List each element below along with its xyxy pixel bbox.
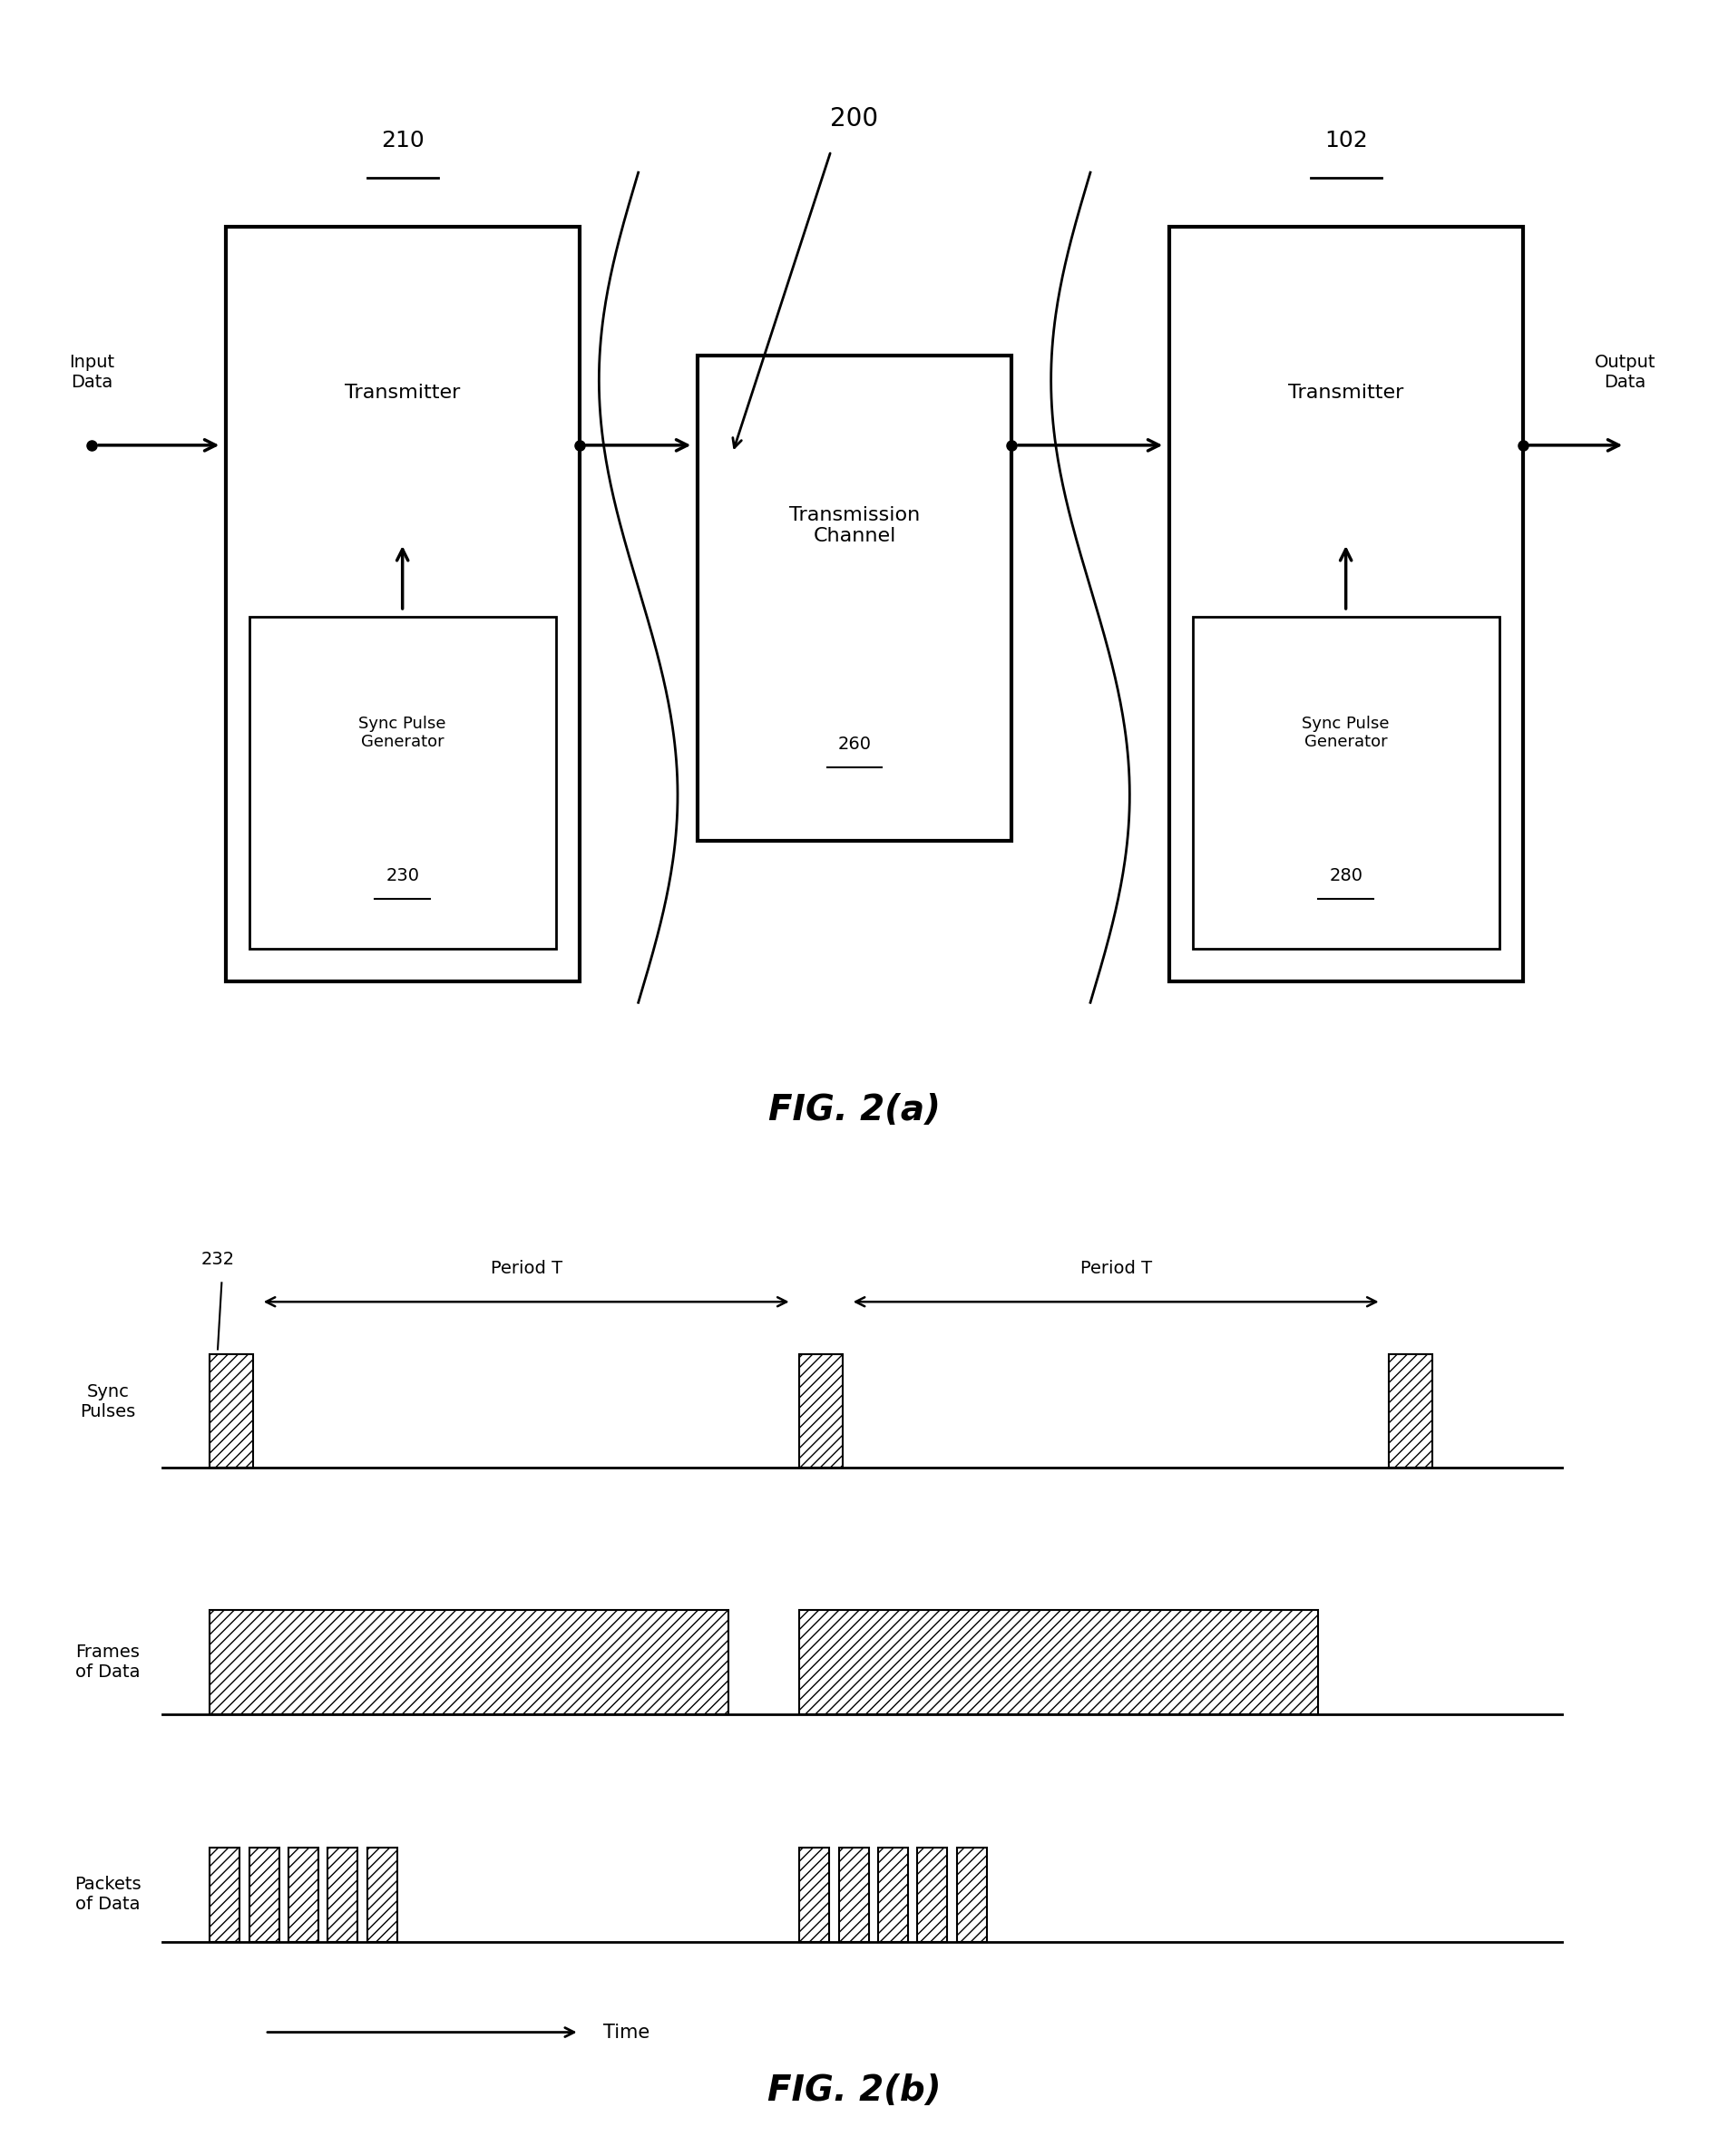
Text: Sync
Pulses: Sync Pulses: [80, 1382, 135, 1421]
Text: Transmission
Channel: Transmission Channel: [790, 507, 919, 545]
Bar: [1169, 226, 1523, 981]
Text: 280: 280: [1330, 867, 1362, 884]
Text: 200: 200: [831, 106, 878, 132]
Text: FIG. 2(b): FIG. 2(b): [767, 2074, 942, 2109]
Text: Input
Data: Input Data: [68, 354, 115, 392]
Bar: [1193, 617, 1499, 949]
Text: Packets
of Data: Packets of Data: [73, 1876, 142, 1912]
Bar: [800, 1354, 843, 1468]
Text: 232: 232: [202, 1250, 234, 1268]
Text: Frames
of Data: Frames of Data: [75, 1643, 140, 1682]
Text: Sync Pulse
Generator: Sync Pulse Generator: [359, 716, 446, 750]
Bar: [250, 617, 555, 949]
Text: 102: 102: [1324, 129, 1367, 151]
Bar: [226, 226, 579, 981]
Text: Transmitter: Transmitter: [345, 384, 460, 401]
Bar: [210, 1354, 253, 1468]
Bar: [878, 1848, 907, 1943]
Bar: [800, 1848, 829, 1943]
Text: Period T: Period T: [490, 1259, 562, 1276]
Text: Output
Data: Output Data: [1594, 354, 1656, 392]
Bar: [250, 1848, 279, 1943]
Text: 260: 260: [837, 735, 872, 752]
Bar: [957, 1848, 986, 1943]
Text: Period T: Period T: [1080, 1259, 1152, 1276]
Text: Sync Pulse
Generator: Sync Pulse Generator: [1302, 716, 1389, 750]
Bar: [289, 1848, 318, 1943]
Text: 230: 230: [386, 867, 419, 884]
Text: Transmitter: Transmitter: [1289, 384, 1403, 401]
Text: 210: 210: [381, 129, 424, 151]
Bar: [210, 1611, 728, 1714]
Bar: [839, 1848, 868, 1943]
Bar: [210, 1848, 239, 1943]
Bar: [697, 356, 1012, 841]
Bar: [1389, 1354, 1432, 1468]
Text: Time: Time: [603, 2022, 649, 2042]
Bar: [800, 1611, 1318, 1714]
Bar: [918, 1848, 947, 1943]
Bar: [328, 1848, 357, 1943]
Bar: [367, 1848, 396, 1943]
Text: FIG. 2(a): FIG. 2(a): [769, 1093, 940, 1128]
